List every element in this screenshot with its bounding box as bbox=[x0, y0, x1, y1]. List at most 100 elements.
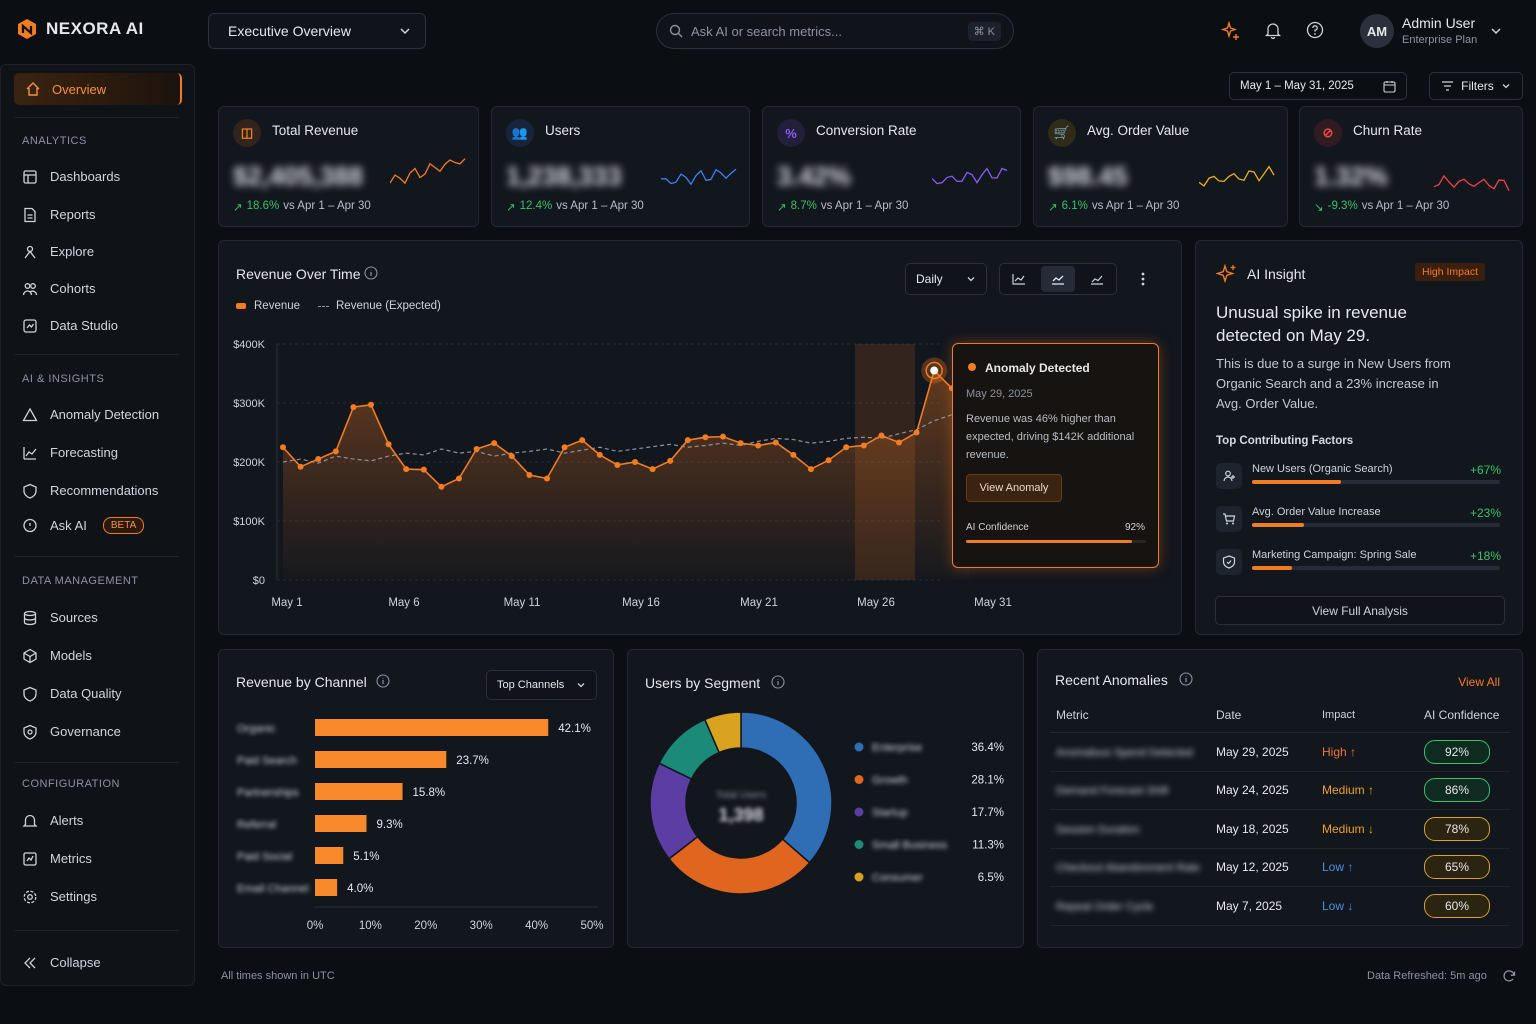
revenue-point[interactable] bbox=[526, 471, 533, 478]
filters-button[interactable]: Filters bbox=[1429, 72, 1523, 100]
donut-slice[interactable] bbox=[740, 711, 833, 864]
sidebar-item-anomaly-detection[interactable]: Anomaly Detection bbox=[22, 406, 159, 423]
sidebar-item-explore[interactable]: Explore bbox=[22, 243, 94, 260]
revenue-point[interactable] bbox=[843, 444, 850, 451]
revenue-point[interactable] bbox=[596, 451, 603, 458]
sidebar-item-settings[interactable]: Settings bbox=[22, 888, 97, 905]
view-all-link[interactable]: View All bbox=[1458, 675, 1500, 689]
anomaly-point[interactable] bbox=[930, 366, 939, 375]
revenue-point[interactable] bbox=[860, 442, 867, 449]
revenue-point[interactable] bbox=[808, 466, 814, 473]
chart-type-toggle[interactable] bbox=[999, 263, 1117, 295]
revenue-point[interactable] bbox=[315, 456, 322, 463]
table-row[interactable]: Demand Forecast Shift May 24, 2025 Mediu… bbox=[1050, 771, 1510, 810]
area-chart-icon[interactable] bbox=[1040, 266, 1076, 292]
kpi-card[interactable]: ⊘ Churn Rate 1.32% ↘ -9.3% vs Apr 1 – Ap… bbox=[1299, 106, 1523, 227]
revenue-point[interactable] bbox=[896, 439, 902, 446]
channel-dropdown[interactable]: Top Channels bbox=[486, 670, 597, 700]
revenue-point[interactable] bbox=[772, 439, 779, 446]
line-chart-icon[interactable] bbox=[1002, 266, 1037, 292]
revenue-point[interactable] bbox=[790, 451, 797, 458]
sidebar-item-models[interactable]: Models bbox=[22, 647, 92, 664]
table-row[interactable]: Session Duration May 18, 2025 Medium ↓ 7… bbox=[1050, 809, 1510, 849]
revenue-point[interactable] bbox=[614, 461, 621, 468]
revenue-point[interactable] bbox=[561, 444, 568, 451]
sidebar-item-metrics[interactable]: Metrics bbox=[22, 850, 92, 867]
sidebar-item-ask-ai[interactable]: Ask AI BETA bbox=[22, 517, 145, 534]
info-icon[interactable] bbox=[771, 675, 785, 689]
revenue-point[interactable] bbox=[297, 463, 304, 470]
channel-bar[interactable] bbox=[315, 847, 344, 864]
granularity-select[interactable]: Daily bbox=[905, 263, 987, 295]
revenue-point[interactable] bbox=[544, 475, 550, 482]
revenue-point[interactable] bbox=[280, 444, 286, 451]
donut-slice[interactable] bbox=[668, 835, 811, 895]
revenue-point[interactable] bbox=[702, 434, 709, 441]
channel-bar[interactable] bbox=[315, 751, 447, 768]
column-header[interactable]: Impact bbox=[1316, 700, 1418, 733]
kpi-card[interactable]: % Conversion Rate 3.42% ↗ 8.7% vs Apr 1 … bbox=[762, 106, 1021, 227]
revenue-point[interactable] bbox=[403, 466, 410, 473]
revenue-point[interactable] bbox=[368, 401, 374, 408]
sidebar-item-alerts[interactable]: Alerts bbox=[22, 812, 83, 829]
sidebar-item-overview[interactable]: Overview bbox=[14, 73, 182, 105]
table-row[interactable]: Checkout Abandonment Rate May 12, 2025 L… bbox=[1050, 848, 1510, 887]
table-row[interactable]: Repeat Order Cycle May 7, 2025 Low ↓ 60% bbox=[1050, 886, 1510, 926]
revenue-point[interactable] bbox=[667, 457, 674, 464]
sidebar-item-forecasting[interactable]: Forecasting bbox=[22, 444, 118, 461]
column-header[interactable]: AI Confidence bbox=[1418, 700, 1510, 733]
info-icon[interactable] bbox=[364, 266, 378, 280]
sidebar-item-data-quality[interactable]: Data Quality bbox=[22, 685, 122, 702]
info-icon[interactable] bbox=[376, 674, 390, 688]
revenue-point[interactable] bbox=[508, 453, 515, 460]
revenue-point[interactable] bbox=[755, 442, 762, 449]
revenue-point[interactable] bbox=[456, 475, 462, 482]
avatar[interactable]: AM bbox=[1360, 14, 1394, 48]
channel-bar[interactable] bbox=[315, 879, 338, 896]
revenue-point[interactable] bbox=[350, 404, 357, 411]
revenue-point[interactable] bbox=[825, 457, 832, 464]
revenue-point[interactable] bbox=[913, 429, 920, 436]
channel-bar[interactable] bbox=[315, 719, 549, 736]
table-row[interactable]: Anomalous Spend Detected May 29, 2025 Hi… bbox=[1050, 732, 1510, 772]
view-anomaly-button[interactable]: View Anomaly bbox=[966, 474, 1062, 502]
revenue-point[interactable] bbox=[385, 441, 392, 448]
trend-chart-icon[interactable] bbox=[1079, 266, 1114, 292]
sidebar-item-data-studio[interactable]: Data Studio bbox=[22, 317, 118, 334]
revenue-point[interactable] bbox=[420, 466, 427, 473]
revenue-point[interactable] bbox=[632, 459, 638, 465]
revenue-point[interactable] bbox=[473, 446, 480, 453]
more-options-icon[interactable] bbox=[1141, 272, 1145, 286]
sidebar-item-governance[interactable]: Governance bbox=[22, 723, 121, 740]
column-header[interactable]: Date bbox=[1210, 700, 1316, 733]
view-selector[interactable]: Executive Overview bbox=[208, 13, 426, 49]
revenue-point[interactable] bbox=[649, 466, 656, 473]
donut-slice[interactable] bbox=[703, 711, 742, 754]
kpi-card[interactable]: 👥 Users 1,238,333 ↗ 12.4% vs Apr 1 – Apr… bbox=[491, 106, 750, 227]
revenue-point[interactable] bbox=[878, 432, 885, 439]
sidebar-item-sources[interactable]: Sources bbox=[22, 609, 98, 626]
column-header[interactable]: Metric bbox=[1050, 700, 1210, 733]
revenue-point[interactable] bbox=[491, 440, 498, 447]
revenue-point[interactable] bbox=[332, 448, 339, 455]
channel-bar[interactable] bbox=[315, 783, 403, 800]
revenue-point[interactable] bbox=[438, 483, 445, 490]
revenue-point[interactable] bbox=[579, 437, 586, 444]
ai-sparkle-icon[interactable] bbox=[1221, 21, 1241, 41]
sidebar-collapse[interactable]: Collapse bbox=[22, 954, 101, 971]
search-input[interactable] bbox=[691, 23, 968, 39]
sidebar-item-recommendations[interactable]: Recommendations bbox=[22, 482, 158, 499]
sidebar-item-cohorts[interactable]: Cohorts bbox=[22, 280, 96, 297]
revenue-point[interactable] bbox=[737, 440, 744, 447]
info-icon[interactable] bbox=[1179, 672, 1193, 686]
channel-bar[interactable] bbox=[315, 815, 367, 832]
date-range-picker[interactable]: May 1 – May 31, 2025 bbox=[1229, 72, 1407, 100]
kpi-card[interactable]: 🛒 Avg. Order Value $98.45 ↗ 6.1% vs Apr … bbox=[1033, 106, 1288, 227]
revenue-point[interactable] bbox=[720, 433, 726, 440]
revenue-point[interactable] bbox=[684, 437, 691, 444]
help-icon[interactable] bbox=[1306, 21, 1326, 41]
bell-icon[interactable] bbox=[1264, 21, 1284, 41]
user-name[interactable]: Admin User bbox=[1402, 15, 1476, 31]
refresh-icon[interactable] bbox=[1502, 969, 1516, 983]
kpi-card[interactable]: ◫ Total Revenue $2,405,388 ↗ 18.6% vs Ap… bbox=[218, 106, 479, 227]
